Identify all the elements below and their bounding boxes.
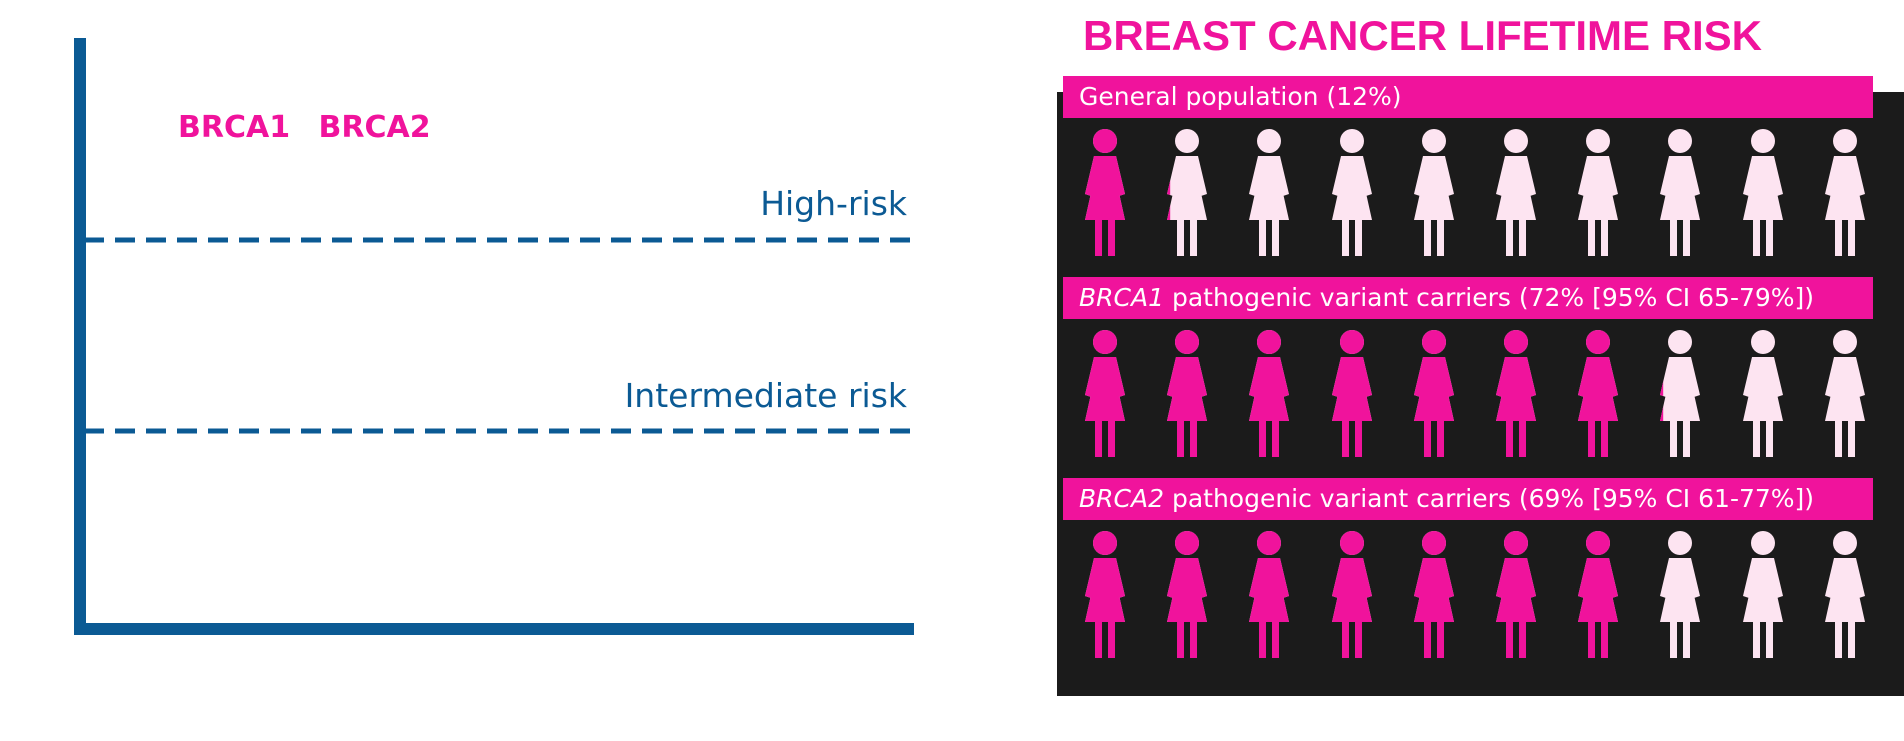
person-icon — [1324, 530, 1380, 660]
person-icon — [1406, 530, 1462, 660]
person-icon — [1324, 128, 1380, 258]
row-label: pathogenic variant carriers (72% [95% CI… — [1164, 283, 1815, 312]
person-icon — [1570, 329, 1626, 459]
person-icon — [1159, 530, 1215, 660]
person-icon — [1241, 128, 1297, 258]
row-gene-name: BRCA2 — [1079, 484, 1164, 513]
person-icon — [1735, 128, 1791, 258]
high-risk-label: High-risk — [760, 184, 907, 223]
gene-labels: BRCA1 BRCA2 — [178, 110, 449, 145]
person-icon — [1406, 329, 1462, 459]
person-icon — [1652, 530, 1708, 660]
infographic-title: BREAST CANCER LIFETIME RISK — [1083, 12, 1763, 59]
person-icon — [1241, 530, 1297, 660]
person-icon — [1077, 329, 1133, 459]
person-icon — [1077, 530, 1133, 660]
person-icon — [1570, 530, 1626, 660]
row-label: General population (12%) — [1079, 82, 1402, 111]
gene-label-brca2: BRCA2 — [318, 110, 431, 145]
row-header-general-population: General population (12%) — [1063, 76, 1873, 118]
person-icon — [1159, 329, 1215, 459]
person-icon — [1735, 329, 1791, 459]
person-icon — [1817, 530, 1873, 660]
row-header-brca1-carriers: BRCA1 pathogenic variant carriers (72% [… — [1063, 277, 1873, 319]
person-icon — [1488, 329, 1544, 459]
person-icon — [1817, 329, 1873, 459]
person-icon — [1817, 128, 1873, 258]
gene-label-brca1: BRCA1 — [178, 110, 291, 145]
risk-threshold-diagram — [74, 38, 914, 635]
person-icon — [1735, 530, 1791, 660]
person-icon — [1570, 128, 1626, 258]
person-icon — [1652, 128, 1708, 258]
person-icon — [1324, 329, 1380, 459]
intermediate-risk-label: Intermediate risk — [624, 376, 907, 415]
person-icon — [1077, 128, 1133, 258]
row-gene-name: BRCA1 — [1079, 283, 1164, 312]
row-label: pathogenic variant carriers (69% [95% CI… — [1164, 484, 1815, 513]
person-icon — [1159, 128, 1215, 258]
row-header-brca2-carriers: BRCA2 pathogenic variant carriers (69% [… — [1063, 478, 1873, 520]
person-icon — [1406, 128, 1462, 258]
person-icon — [1488, 128, 1544, 258]
person-icon — [1241, 329, 1297, 459]
person-icon — [1652, 329, 1708, 459]
person-icon — [1488, 530, 1544, 660]
